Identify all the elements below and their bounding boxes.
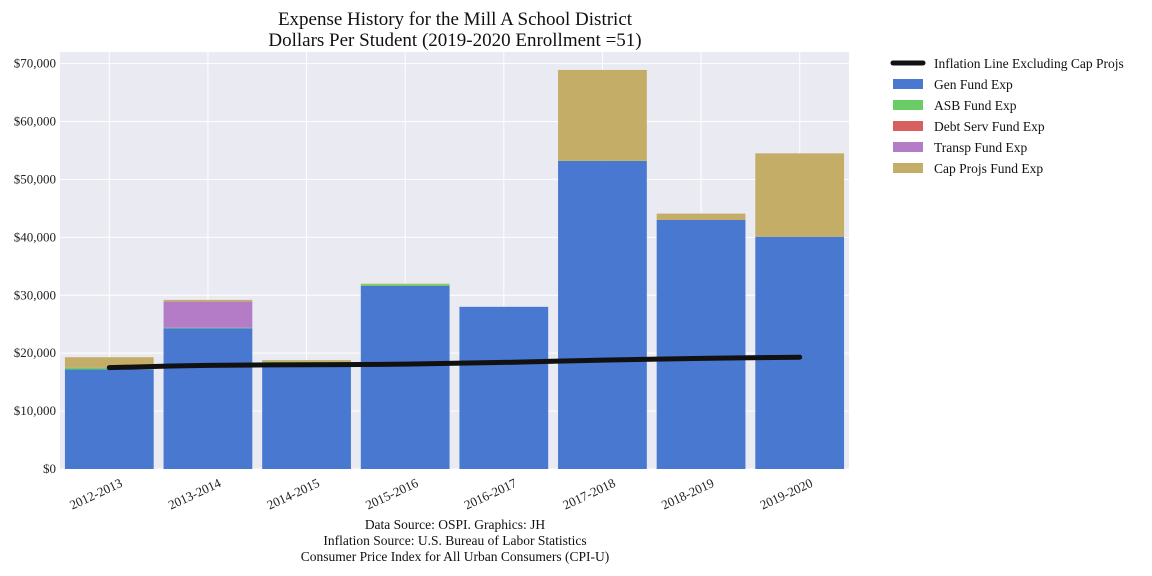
legend-label-cap-projs-fund-exp: Cap Projs Fund Exp (934, 161, 1043, 176)
x-axis: 2012-2013 2013-2014 2014-2015 2015-2016 2016… (67, 475, 815, 513)
inflation-line (106, 354, 803, 371)
bar-gen-fund-exp-2013-2014 (163, 328, 253, 469)
bar-gen-fund-exp-2014-2015 (262, 362, 351, 469)
bar-gen-fund-exp-2017-2018 (558, 160, 647, 469)
legend-label-transp-fund-exp: Transp Fund Exp (934, 140, 1028, 155)
x-tick-label: 2012-2013 (67, 475, 124, 512)
bar-gen-fund-exp-2015-2016 (360, 285, 450, 469)
chart-subtitle: Dollars Per Student (2019-2020 Enrollmen… (268, 30, 641, 51)
bar-gen-fund-exp-2019-2020 (755, 236, 845, 469)
source-note-3: Consumer Price Index for All Urban Consu… (301, 549, 610, 564)
legend-label-debt-serv-fund-exp: Debt Serv Fund Exp (934, 119, 1045, 134)
y-tick-label: $40,000 (14, 229, 56, 244)
legend-swatch-debt-serv-fund-exp (893, 121, 923, 131)
bar-cap-projs-fund-exp-2017-2018 (558, 69, 647, 161)
bar-cap-projs-fund-exp-2012-2013 (64, 357, 154, 368)
x-tick-label: 2015-2016 (363, 475, 421, 513)
y-tick-label: $0 (43, 461, 56, 476)
legend-swatch-cap-projs-fund-exp (893, 163, 923, 173)
y-tick-label: $70,000 (14, 56, 56, 71)
bar-cap-projs-fund-exp-2015-2016 (360, 283, 450, 285)
bar-cap-projs-fund-exp-2013-2014 (163, 299, 253, 302)
bars-layer (64, 69, 845, 469)
source-note-2: Inflation Source: U.S. Bureau of Labor S… (323, 533, 586, 548)
legend-swatch-asb-fund-exp (893, 100, 923, 110)
y-tick-label: $10,000 (14, 403, 56, 418)
bar-gen-fund-exp-2016-2017 (459, 306, 549, 469)
legend: Inflation Line Excluding Cap Projs Gen Fu… (890, 56, 1124, 176)
chart-title: Expense History for the Mill A School Di… (278, 9, 633, 30)
y-axis: $0 $10,000 $20,000 $30,000 $40,000 $50,000 $60… (14, 56, 56, 476)
bar-gen-fund-exp-2018-2019 (656, 219, 746, 469)
bar-cap-projs-fund-exp-2014-2015 (262, 360, 351, 362)
x-tick-label: 2016-2017 (462, 475, 520, 513)
bar-asb-fund-exp-2014-2015 (262, 361, 351, 363)
line-layer (106, 354, 803, 371)
bar-asb-fund-exp-2015-2016 (360, 284, 450, 286)
y-tick-label: $20,000 (14, 345, 56, 360)
legend-label-inflation-line: Inflation Line Excluding Cap Projs (934, 56, 1124, 71)
bar-cap-projs-fund-exp-2018-2019 (656, 213, 746, 220)
source-note-1: Data Source: OSPI. Graphics: JH (365, 517, 546, 532)
y-tick-label: $60,000 (14, 114, 56, 129)
bar-cap-projs-fund-exp-2019-2020 (755, 153, 845, 237)
y-tick-label: $30,000 (14, 287, 56, 302)
legend-label-gen-fund-exp: Gen Fund Exp (934, 77, 1013, 92)
x-tick-label: 2019-2020 (758, 475, 815, 512)
x-tick-label: 2018-2019 (659, 475, 716, 512)
y-tick-label: $50,000 (14, 171, 56, 186)
bar-transp-fund-exp-2013-2014 (163, 301, 253, 328)
x-tick-label: 2013-2014 (166, 475, 224, 513)
x-tick-label: 2014-2015 (264, 475, 321, 512)
legend-swatch-gen-fund-exp (893, 79, 923, 89)
x-tick-label: 2017-2018 (560, 475, 617, 512)
bar-asb-fund-exp-2013-2014 (163, 327, 253, 329)
bar-gen-fund-exp-2012-2013 (64, 369, 154, 469)
legend-swatch-transp-fund-exp (893, 142, 923, 152)
legend-label-asb-fund-exp: ASB Fund Exp (934, 98, 1017, 113)
